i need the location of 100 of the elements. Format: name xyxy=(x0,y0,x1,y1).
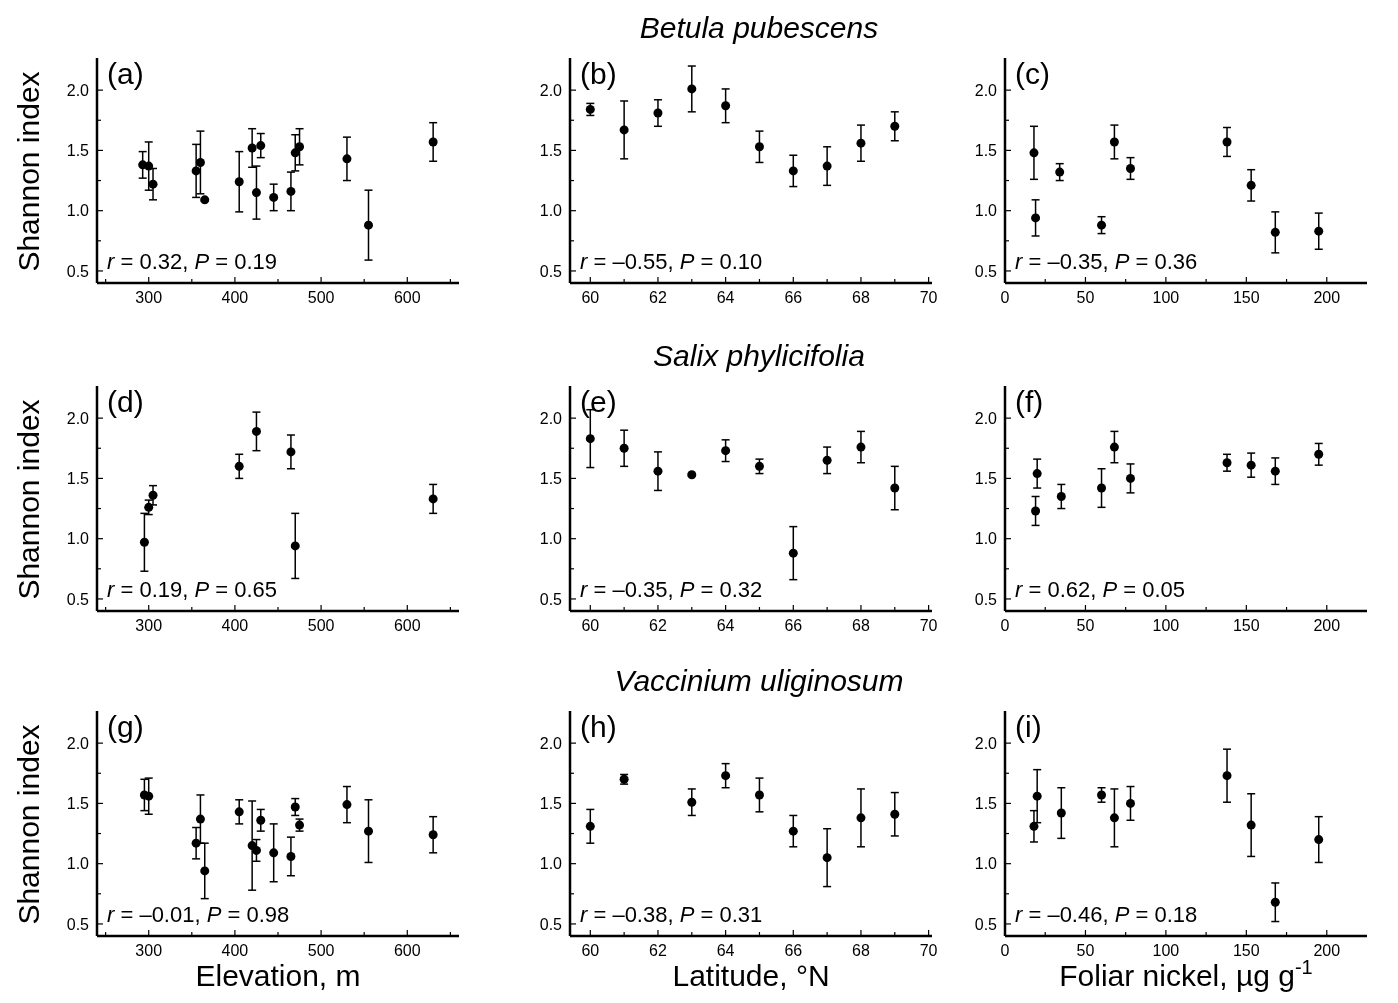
point xyxy=(1270,466,1280,476)
point xyxy=(342,154,352,164)
x-tick-label: 0 xyxy=(1000,289,1010,306)
y-tick-label: 1.0 xyxy=(974,855,998,873)
point xyxy=(890,121,900,131)
x-tick-label: 66 xyxy=(784,617,803,634)
y-tick-label: 0.5 xyxy=(539,262,563,280)
point xyxy=(286,851,296,861)
x-tick-label: 60 xyxy=(581,942,600,959)
annotation: r = 0.19, P = 0.65 xyxy=(107,577,278,602)
x-axis-title: Elevation, m xyxy=(195,959,361,992)
point xyxy=(251,188,261,198)
x-tick-label: 400 xyxy=(221,289,249,306)
x-tick-label: 70 xyxy=(919,942,938,959)
y-tick-label: 1.5 xyxy=(66,142,90,160)
y-tick-label: 0.5 xyxy=(66,262,90,280)
x-tick-label: 200 xyxy=(1313,617,1341,634)
point xyxy=(247,143,257,153)
point xyxy=(1270,897,1280,907)
point xyxy=(234,177,244,187)
y-tick-label: 1.0 xyxy=(974,202,998,220)
x-tick-label: 0 xyxy=(1000,617,1010,634)
y-tick-label: 0.5 xyxy=(66,590,90,608)
x-tick-label: 500 xyxy=(307,289,335,306)
annotation: (e) xyxy=(580,385,617,418)
y-tick-label: 0.5 xyxy=(539,915,563,933)
x-tick-label: 62 xyxy=(649,942,667,959)
point xyxy=(585,434,595,444)
point xyxy=(1029,148,1039,158)
x-tick-label: 200 xyxy=(1313,289,1341,306)
x-tick-label: 150 xyxy=(1232,289,1260,306)
y-tick-label: 2.0 xyxy=(539,81,563,99)
x-tick-label: 68 xyxy=(852,617,870,634)
point xyxy=(144,161,154,171)
point xyxy=(1097,220,1107,230)
point xyxy=(364,220,373,230)
chart-title: Salix phylicifolia xyxy=(653,339,865,372)
annotation: r = –0.35, P = 0.36 xyxy=(1015,249,1198,274)
point xyxy=(687,84,697,94)
point xyxy=(822,853,832,863)
y-tick-label: 2.0 xyxy=(539,409,563,427)
y-tick-label: 1.5 xyxy=(974,795,998,813)
x-axis-title: Foliar nickel, µg g$^{-1}$ xyxy=(1059,956,1313,992)
point xyxy=(890,809,900,819)
x-tick-label: 500 xyxy=(307,617,335,634)
point xyxy=(428,137,438,147)
point xyxy=(653,466,663,476)
point xyxy=(1097,790,1107,800)
y-tick-label: 0.5 xyxy=(974,590,998,608)
point xyxy=(191,166,201,176)
chart-title: Betula pubescens xyxy=(639,11,879,44)
point xyxy=(1125,473,1135,483)
annotation: (d) xyxy=(107,385,144,418)
x-tick-label: 600 xyxy=(393,289,421,306)
y-tick-label: 0.5 xyxy=(974,915,998,933)
x-tick-label: 66 xyxy=(784,942,803,959)
y-tick-label: 0.5 xyxy=(539,590,563,608)
point xyxy=(195,814,205,824)
y-tick-label: 1.0 xyxy=(974,530,998,548)
point xyxy=(653,108,663,118)
point xyxy=(148,490,158,500)
annotation: (c) xyxy=(1015,57,1050,90)
y-tick-label: 1.5 xyxy=(974,142,998,160)
x-tick-label: 400 xyxy=(221,617,249,634)
point xyxy=(754,142,764,152)
point xyxy=(1031,213,1041,223)
point xyxy=(822,161,832,171)
point xyxy=(1222,458,1232,468)
y-tick-label: 2.0 xyxy=(66,734,90,752)
x-tick-label: 300 xyxy=(135,942,163,959)
point xyxy=(754,461,764,471)
y-tick-label: 2.0 xyxy=(974,81,998,99)
point xyxy=(1056,808,1066,818)
point xyxy=(1246,820,1256,830)
point xyxy=(788,826,798,836)
x-tick-label: 70 xyxy=(919,289,938,306)
annotation: r = –0.46, P = 0.18 xyxy=(1015,902,1198,927)
point xyxy=(256,141,266,151)
y-tick-label: 2.0 xyxy=(66,81,90,99)
point xyxy=(428,830,438,840)
x-tick-label: 500 xyxy=(307,942,335,959)
x-tick-label: 100 xyxy=(1152,289,1180,306)
point xyxy=(890,483,900,493)
x-tick-label: 400 xyxy=(221,942,249,959)
point xyxy=(1246,180,1256,190)
point xyxy=(1109,442,1119,452)
point xyxy=(1270,227,1280,237)
x-tick-label: 600 xyxy=(393,942,421,959)
x-tick-label: 600 xyxy=(393,617,421,634)
annotation: (g) xyxy=(107,710,144,743)
annotation: r = 0.32, P = 0.19 xyxy=(107,249,278,274)
x-tick-label: 62 xyxy=(649,289,667,306)
x-axis-title: Latitude, °N xyxy=(672,959,830,992)
y-tick-label: 1.0 xyxy=(66,530,90,548)
annotation: (f) xyxy=(1015,385,1044,418)
y-tick-label: 1.0 xyxy=(66,855,90,873)
point xyxy=(788,166,798,176)
annotation: r = –0.35, P = 0.32 xyxy=(580,577,763,602)
point xyxy=(1314,835,1324,845)
x-tick-label: 66 xyxy=(784,289,803,306)
